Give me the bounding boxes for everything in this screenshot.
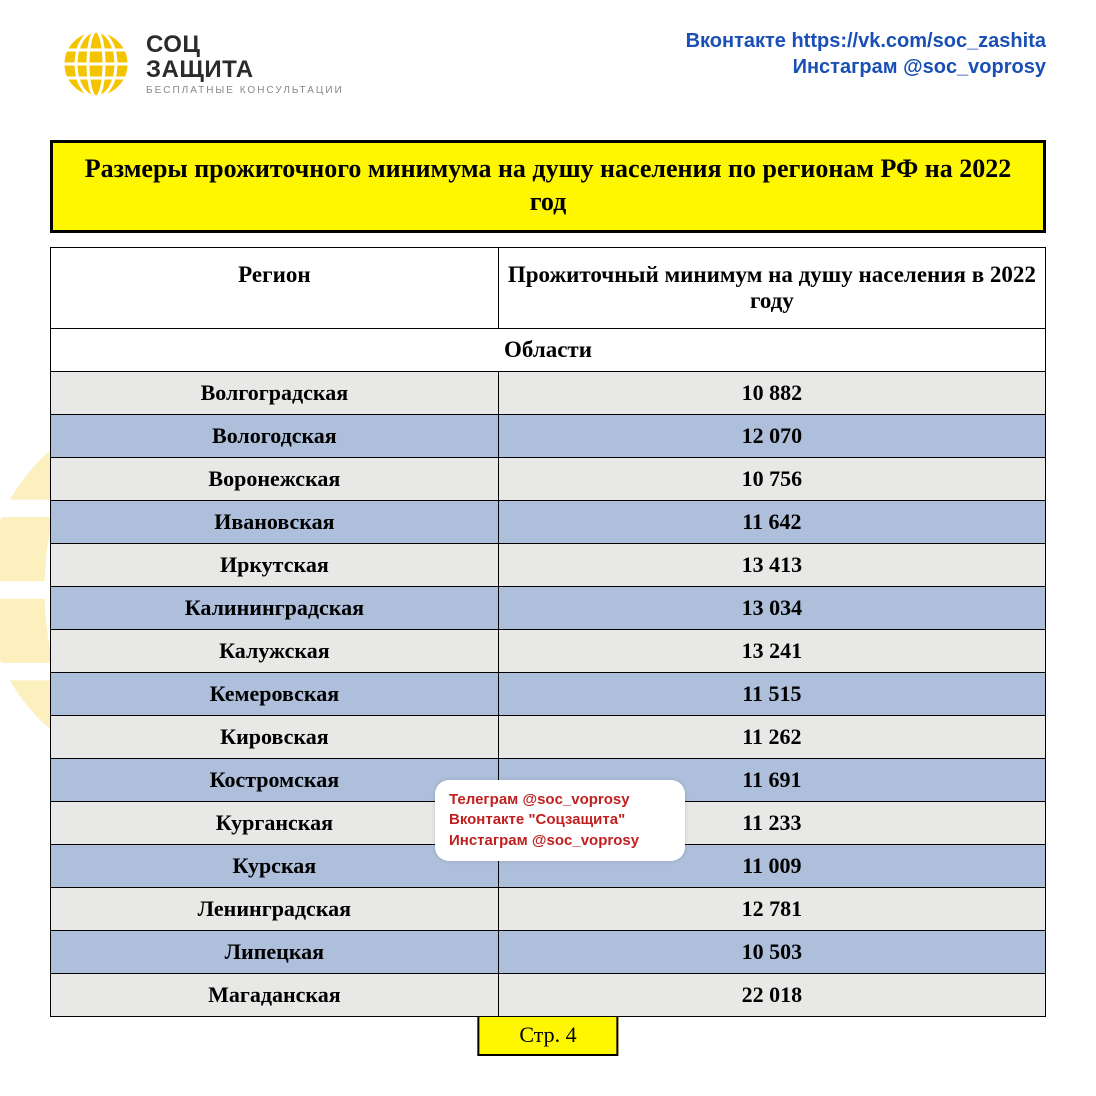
cell-region: Костромская (51, 759, 499, 802)
table-row: Воронежская10 756 (51, 458, 1046, 501)
cell-region: Липецкая (51, 931, 499, 974)
cell-region: Курганская (51, 802, 499, 845)
globe-icon (60, 28, 132, 100)
table-row: Вологодская12 070 (51, 415, 1046, 458)
cell-region: Калужская (51, 630, 499, 673)
cell-value: 11 262 (498, 716, 1045, 759)
table-row: Иркутская13 413 (51, 544, 1046, 587)
logo-subtitle: БЕСПЛАТНЫЕ КОНСУЛЬТАЦИИ (146, 86, 344, 97)
table-row: Липецкая10 503 (51, 931, 1046, 974)
cell-value: 12 781 (498, 888, 1045, 931)
cell-region: Ленинградская (51, 888, 499, 931)
logo-block: СОЦ ЗАЩИТА БЕСПЛАТНЫЕ КОНСУЛЬТАЦИИ (60, 28, 344, 100)
cell-value: 10 756 (498, 458, 1045, 501)
logo-line1: СОЦ (146, 32, 344, 57)
table-row: Калужская13 241 (51, 630, 1046, 673)
page-title: Размеры прожиточного минимума на душу на… (50, 140, 1046, 233)
table-row: Волгоградская10 882 (51, 372, 1046, 415)
col-header-region: Регион (51, 248, 499, 329)
page-number-badge: Стр. 4 (477, 1014, 618, 1056)
cell-region: Иркутская (51, 544, 499, 587)
cell-value: 10 882 (498, 372, 1045, 415)
section-row: Области (51, 329, 1046, 372)
cell-region: Кировская (51, 716, 499, 759)
logo-line2: ЗАЩИТА (146, 57, 344, 82)
social-vk[interactable]: Вконтакте https://vk.com/soc_zashita (686, 28, 1046, 54)
social-links: Вконтакте https://vk.com/soc_zashita Инс… (686, 28, 1046, 80)
callout-telegram[interactable]: Телеграм @soc_voprosy (449, 790, 671, 810)
cell-value: 10 503 (498, 931, 1045, 974)
callout-instagram[interactable]: Инстаграм @soc_voprosy (449, 831, 671, 851)
table-row: Ивановская11 642 (51, 501, 1046, 544)
cell-region: Волгоградская (51, 372, 499, 415)
cell-region: Калининградская (51, 587, 499, 630)
cell-value: 11 515 (498, 673, 1045, 716)
callout-vk[interactable]: Вконтакте "Соцзащита" (449, 810, 671, 830)
cell-value: 12 070 (498, 415, 1045, 458)
cell-value: 11 642 (498, 501, 1045, 544)
cell-value: 13 034 (498, 587, 1045, 630)
regions-table: Регион Прожиточный минимум на душу насел… (50, 247, 1046, 1017)
cell-region: Магаданская (51, 974, 499, 1017)
col-header-value: Прожиточный минимум на душу населения в … (498, 248, 1045, 329)
cell-region: Кемеровская (51, 673, 499, 716)
cell-region: Ивановская (51, 501, 499, 544)
table-row: Кемеровская11 515 (51, 673, 1046, 716)
cell-value: 13 413 (498, 544, 1045, 587)
section-label: Области (51, 329, 1046, 372)
table-container: Регион Прожиточный минимум на душу насел… (0, 247, 1096, 1017)
table-header-row: Регион Прожиточный минимум на душу насел… (51, 248, 1046, 329)
cell-region: Воронежская (51, 458, 499, 501)
cell-region: Вологодская (51, 415, 499, 458)
table-row: Магаданская22 018 (51, 974, 1046, 1017)
contact-callout: Телеграм @soc_voprosy Вконтакте "Соцзащи… (435, 780, 685, 861)
table-row: Ленинградская12 781 (51, 888, 1046, 931)
social-instagram[interactable]: Инстаграм @soc_voprosy (686, 54, 1046, 80)
cell-value: 13 241 (498, 630, 1045, 673)
table-row: Кировская11 262 (51, 716, 1046, 759)
cell-region: Курская (51, 845, 499, 888)
header: СОЦ ЗАЩИТА БЕСПЛАТНЫЕ КОНСУЛЬТАЦИИ Вконт… (0, 0, 1096, 110)
cell-value: 22 018 (498, 974, 1045, 1017)
table-row: Калининградская13 034 (51, 587, 1046, 630)
